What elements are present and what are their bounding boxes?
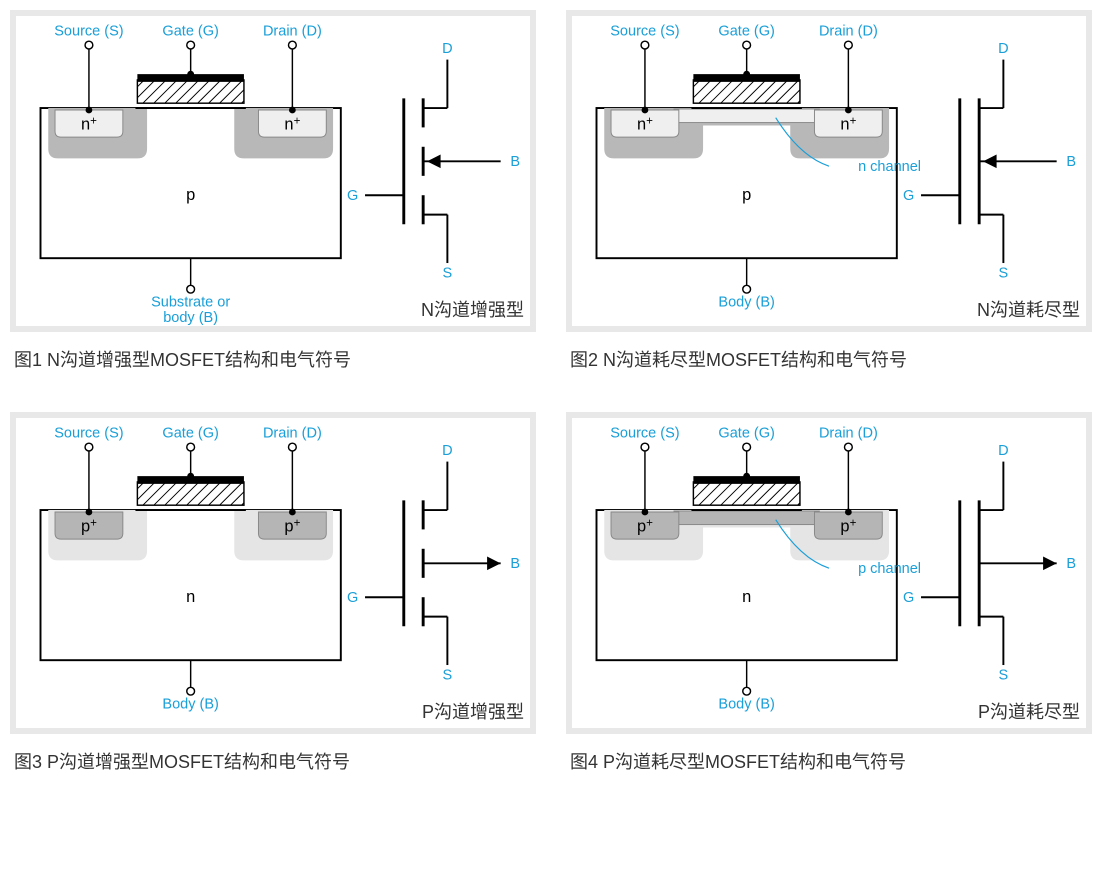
figure-fig2: n+n+pSource (S)Gate (G)Drain (D)Body (B)… — [566, 10, 1092, 372]
diagram-canvas: p+p+nSource (S)Gate (G)Drain (D)Body (B)… — [572, 418, 1086, 728]
diagram-canvas: n+n+pSource (S)Gate (G)Drain (D)Body (B)… — [572, 16, 1086, 326]
svg-text:Gate (G): Gate (G) — [162, 23, 218, 39]
svg-text:p: p — [742, 186, 751, 204]
figure-fig1: n+n+pSource (S)Gate (G)Drain (D)Substrat… — [10, 10, 536, 372]
type-label: N沟道耗尽型 — [977, 296, 1080, 322]
svg-text:n: n — [742, 588, 751, 606]
svg-text:Drain (D): Drain (D) — [819, 425, 878, 441]
svg-text:n channel: n channel — [858, 159, 921, 175]
svg-text:B: B — [1066, 556, 1076, 572]
svg-text:p: p — [186, 186, 195, 204]
svg-text:n: n — [186, 588, 195, 606]
figure-caption: 图2 N沟道耗尽型MOSFET结构和电气符号 — [566, 346, 1092, 372]
svg-text:Drain (D): Drain (D) — [263, 23, 322, 39]
svg-text:Source (S): Source (S) — [54, 23, 123, 39]
svg-text:Drain (D): Drain (D) — [263, 425, 322, 441]
svg-text:B: B — [1066, 154, 1076, 170]
svg-text:Body (B): Body (B) — [718, 295, 774, 311]
svg-text:S: S — [999, 266, 1009, 282]
svg-text:B: B — [510, 556, 520, 572]
svg-text:D: D — [442, 443, 452, 459]
svg-text:Gate (G): Gate (G) — [718, 425, 774, 441]
svg-text:Body (B): Body (B) — [162, 697, 218, 713]
svg-text:Substrate or: Substrate or — [151, 295, 230, 311]
svg-text:G: G — [903, 590, 914, 606]
svg-text:body (B): body (B) — [163, 310, 218, 326]
svg-text:Source (S): Source (S) — [54, 425, 123, 441]
svg-text:S: S — [999, 668, 1009, 684]
diagram-panel: p+p+nSource (S)Gate (G)Drain (D)Body (B)… — [566, 412, 1092, 734]
figure-fig4: p+p+nSource (S)Gate (G)Drain (D)Body (B)… — [566, 412, 1092, 774]
svg-text:Gate (G): Gate (G) — [718, 23, 774, 39]
svg-text:S: S — [443, 266, 453, 282]
svg-text:D: D — [998, 443, 1008, 459]
svg-text:Source (S): Source (S) — [610, 23, 679, 39]
diagram-canvas: p+p+nSource (S)Gate (G)Drain (D)Body (B)… — [16, 418, 530, 728]
svg-text:G: G — [903, 188, 914, 204]
type-label: P沟道耗尽型 — [978, 698, 1080, 724]
diagram-panel: n+n+pSource (S)Gate (G)Drain (D)Substrat… — [10, 10, 536, 332]
figure-fig3: p+p+nSource (S)Gate (G)Drain (D)Body (B)… — [10, 412, 536, 774]
diagram-canvas: n+n+pSource (S)Gate (G)Drain (D)Substrat… — [16, 16, 530, 326]
svg-text:D: D — [998, 41, 1008, 57]
figure-caption: 图3 P沟道增强型MOSFET结构和电气符号 — [10, 748, 536, 774]
svg-text:Gate (G): Gate (G) — [162, 425, 218, 441]
diagram-panel: p+p+nSource (S)Gate (G)Drain (D)Body (B)… — [10, 412, 536, 734]
svg-text:D: D — [442, 41, 452, 57]
type-label: N沟道增强型 — [421, 296, 524, 322]
svg-text:Drain (D): Drain (D) — [819, 23, 878, 39]
svg-text:Source (S): Source (S) — [610, 425, 679, 441]
diagram-panel: n+n+pSource (S)Gate (G)Drain (D)Body (B)… — [566, 10, 1092, 332]
svg-text:G: G — [347, 188, 358, 204]
type-label: P沟道增强型 — [422, 698, 524, 724]
figure-caption: 图4 P沟道耗尽型MOSFET结构和电气符号 — [566, 748, 1092, 774]
figure-caption: 图1 N沟道增强型MOSFET结构和电气符号 — [10, 346, 536, 372]
svg-text:Body (B): Body (B) — [718, 697, 774, 713]
svg-text:p channel: p channel — [858, 561, 921, 577]
svg-text:G: G — [347, 590, 358, 606]
svg-text:B: B — [510, 154, 520, 170]
svg-text:S: S — [443, 668, 453, 684]
